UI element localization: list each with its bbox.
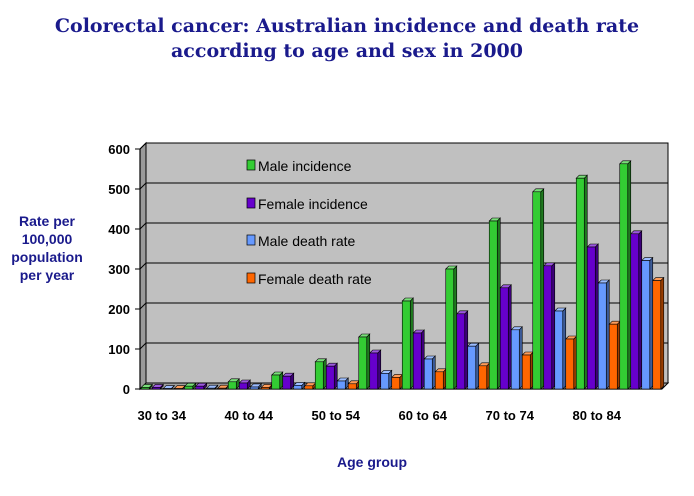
bar-female-incidence-55-to-59	[369, 349, 382, 390]
x-tick-label: 40 to 44	[225, 408, 274, 423]
bar-female-death-rate-80-to-84	[608, 320, 621, 390]
bar-male-incidence-65-to-69	[445, 265, 458, 390]
bar-female-death-rate-50-to-54	[347, 380, 360, 390]
legend-swatch-female-incidence	[246, 197, 256, 209]
bar-male-incidence-85+	[619, 160, 632, 390]
bar-male-incidence-60-to-64	[401, 297, 414, 390]
bar-female-incidence-50-to-54	[325, 362, 338, 390]
bar-male-death-rate-80-to-84	[597, 279, 610, 390]
bar-male-death-rate-60-to-64	[423, 355, 436, 390]
bar-female-death-rate-85+	[652, 276, 665, 390]
legend-label-female-death-rate: Female death rate	[258, 271, 372, 287]
bar-female-incidence-85+	[630, 230, 643, 390]
gridline-600	[139, 142, 147, 150]
y-axis-label-line-2: 100,000	[21, 231, 73, 247]
bar-female-incidence-60-to-64	[412, 329, 425, 390]
y-axis-label: Rate per 100,000 population per year	[4, 212, 90, 284]
legend-label-female-incidence: Female incidence	[258, 196, 368, 212]
bar-male-incidence-55-to-59	[358, 333, 371, 390]
chart-title: Colorectal cancer: Australian incidence …	[0, 14, 694, 64]
bar-male-incidence-45-to-49	[271, 371, 284, 390]
bar-female-incidence-70-to-74	[499, 284, 512, 390]
legend-swatch-male-incidence	[246, 159, 256, 171]
x-tick-label: 70 to 74	[486, 408, 535, 423]
x-tick-label: 60 to 64	[399, 408, 448, 423]
y-axis-label-line-4: per year	[19, 267, 75, 283]
bar-male-death-rate-55-to-59	[380, 369, 393, 390]
bar-male-death-rate-30-to-34	[162, 384, 175, 390]
x-tick-label: 30 to 34	[138, 408, 187, 423]
gridline-300	[139, 262, 147, 270]
bar-male-death-rate-45-to-49	[293, 381, 306, 390]
legend-swatch-female-death-rate	[246, 272, 256, 284]
y-axis-label-line-1: Rate per	[18, 213, 76, 229]
x-axis-label: Age group	[337, 454, 407, 470]
bar-male-death-rate-70-to-74	[510, 326, 523, 390]
bar-female-incidence-40-to-44	[238, 379, 251, 390]
chart-title-line-1: Colorectal cancer: Australian incidence …	[54, 15, 640, 37]
bar-female-incidence-30-to-34	[151, 383, 164, 390]
legend-label-male-incidence: Male incidence	[258, 158, 352, 174]
bar-male-incidence-35-to-39	[184, 382, 197, 390]
bar-female-death-rate-75-to-79	[565, 335, 578, 390]
y-tick-label: 100	[108, 342, 130, 357]
y-tick-label: 200	[108, 302, 130, 317]
bar-female-incidence-45-to-49	[282, 372, 295, 390]
bar-female-death-rate-65-to-69	[478, 362, 491, 390]
chart-title-line-2: according to age and sex in 2000	[171, 40, 523, 62]
y-tick-label: 600	[108, 142, 130, 157]
bar-male-death-rate-35-to-39	[206, 384, 219, 390]
y-tick-label: 500	[108, 182, 130, 197]
bar-female-incidence-80-to-84	[586, 243, 599, 390]
bar-female-death-rate-70-to-74	[521, 351, 534, 390]
bar-female-incidence-65-to-69	[456, 310, 469, 390]
gridline-400	[139, 222, 147, 230]
y-tick-label: 300	[108, 262, 130, 277]
bar-male-death-rate-50-to-54	[336, 377, 349, 390]
gridline-500	[139, 182, 147, 190]
y-tick-label: 0	[123, 382, 130, 397]
legend-swatch-male-death-rate	[246, 234, 256, 246]
bar-female-incidence-35-to-39	[195, 382, 208, 390]
bar-male-death-rate-65-to-69	[467, 342, 480, 390]
bar-female-death-rate-55-to-59	[391, 373, 404, 390]
bar-male-death-rate-75-to-79	[554, 307, 567, 390]
bar-female-incidence-75-to-79	[543, 262, 556, 390]
x-tick-label: 80 to 84	[573, 408, 622, 423]
bar-male-incidence-70-to-74	[488, 217, 501, 390]
legend-label-male-death-rate: Male death rate	[258, 233, 355, 249]
bar-female-death-rate-60-to-64	[434, 368, 447, 390]
bar-female-death-rate-40-to-44	[260, 383, 273, 390]
bar-male-incidence-30-to-34	[140, 383, 153, 390]
x-tick-label: 50 to 54	[312, 408, 361, 423]
gridline-200	[139, 302, 147, 310]
y-tick-label: 400	[108, 222, 130, 237]
gridline-100	[139, 342, 147, 350]
bar-male-death-rate-40-to-44	[249, 383, 262, 390]
bar-male-incidence-40-to-44	[227, 378, 240, 390]
y-axis-label-line-3: population	[11, 249, 83, 265]
bar-male-death-rate-85+	[641, 256, 654, 390]
bar-male-incidence-50-to-54	[314, 358, 327, 390]
bar-male-incidence-80-to-84	[575, 174, 588, 390]
bar-male-incidence-75-to-79	[532, 188, 545, 390]
bar-female-death-rate-45-to-49	[304, 382, 317, 390]
